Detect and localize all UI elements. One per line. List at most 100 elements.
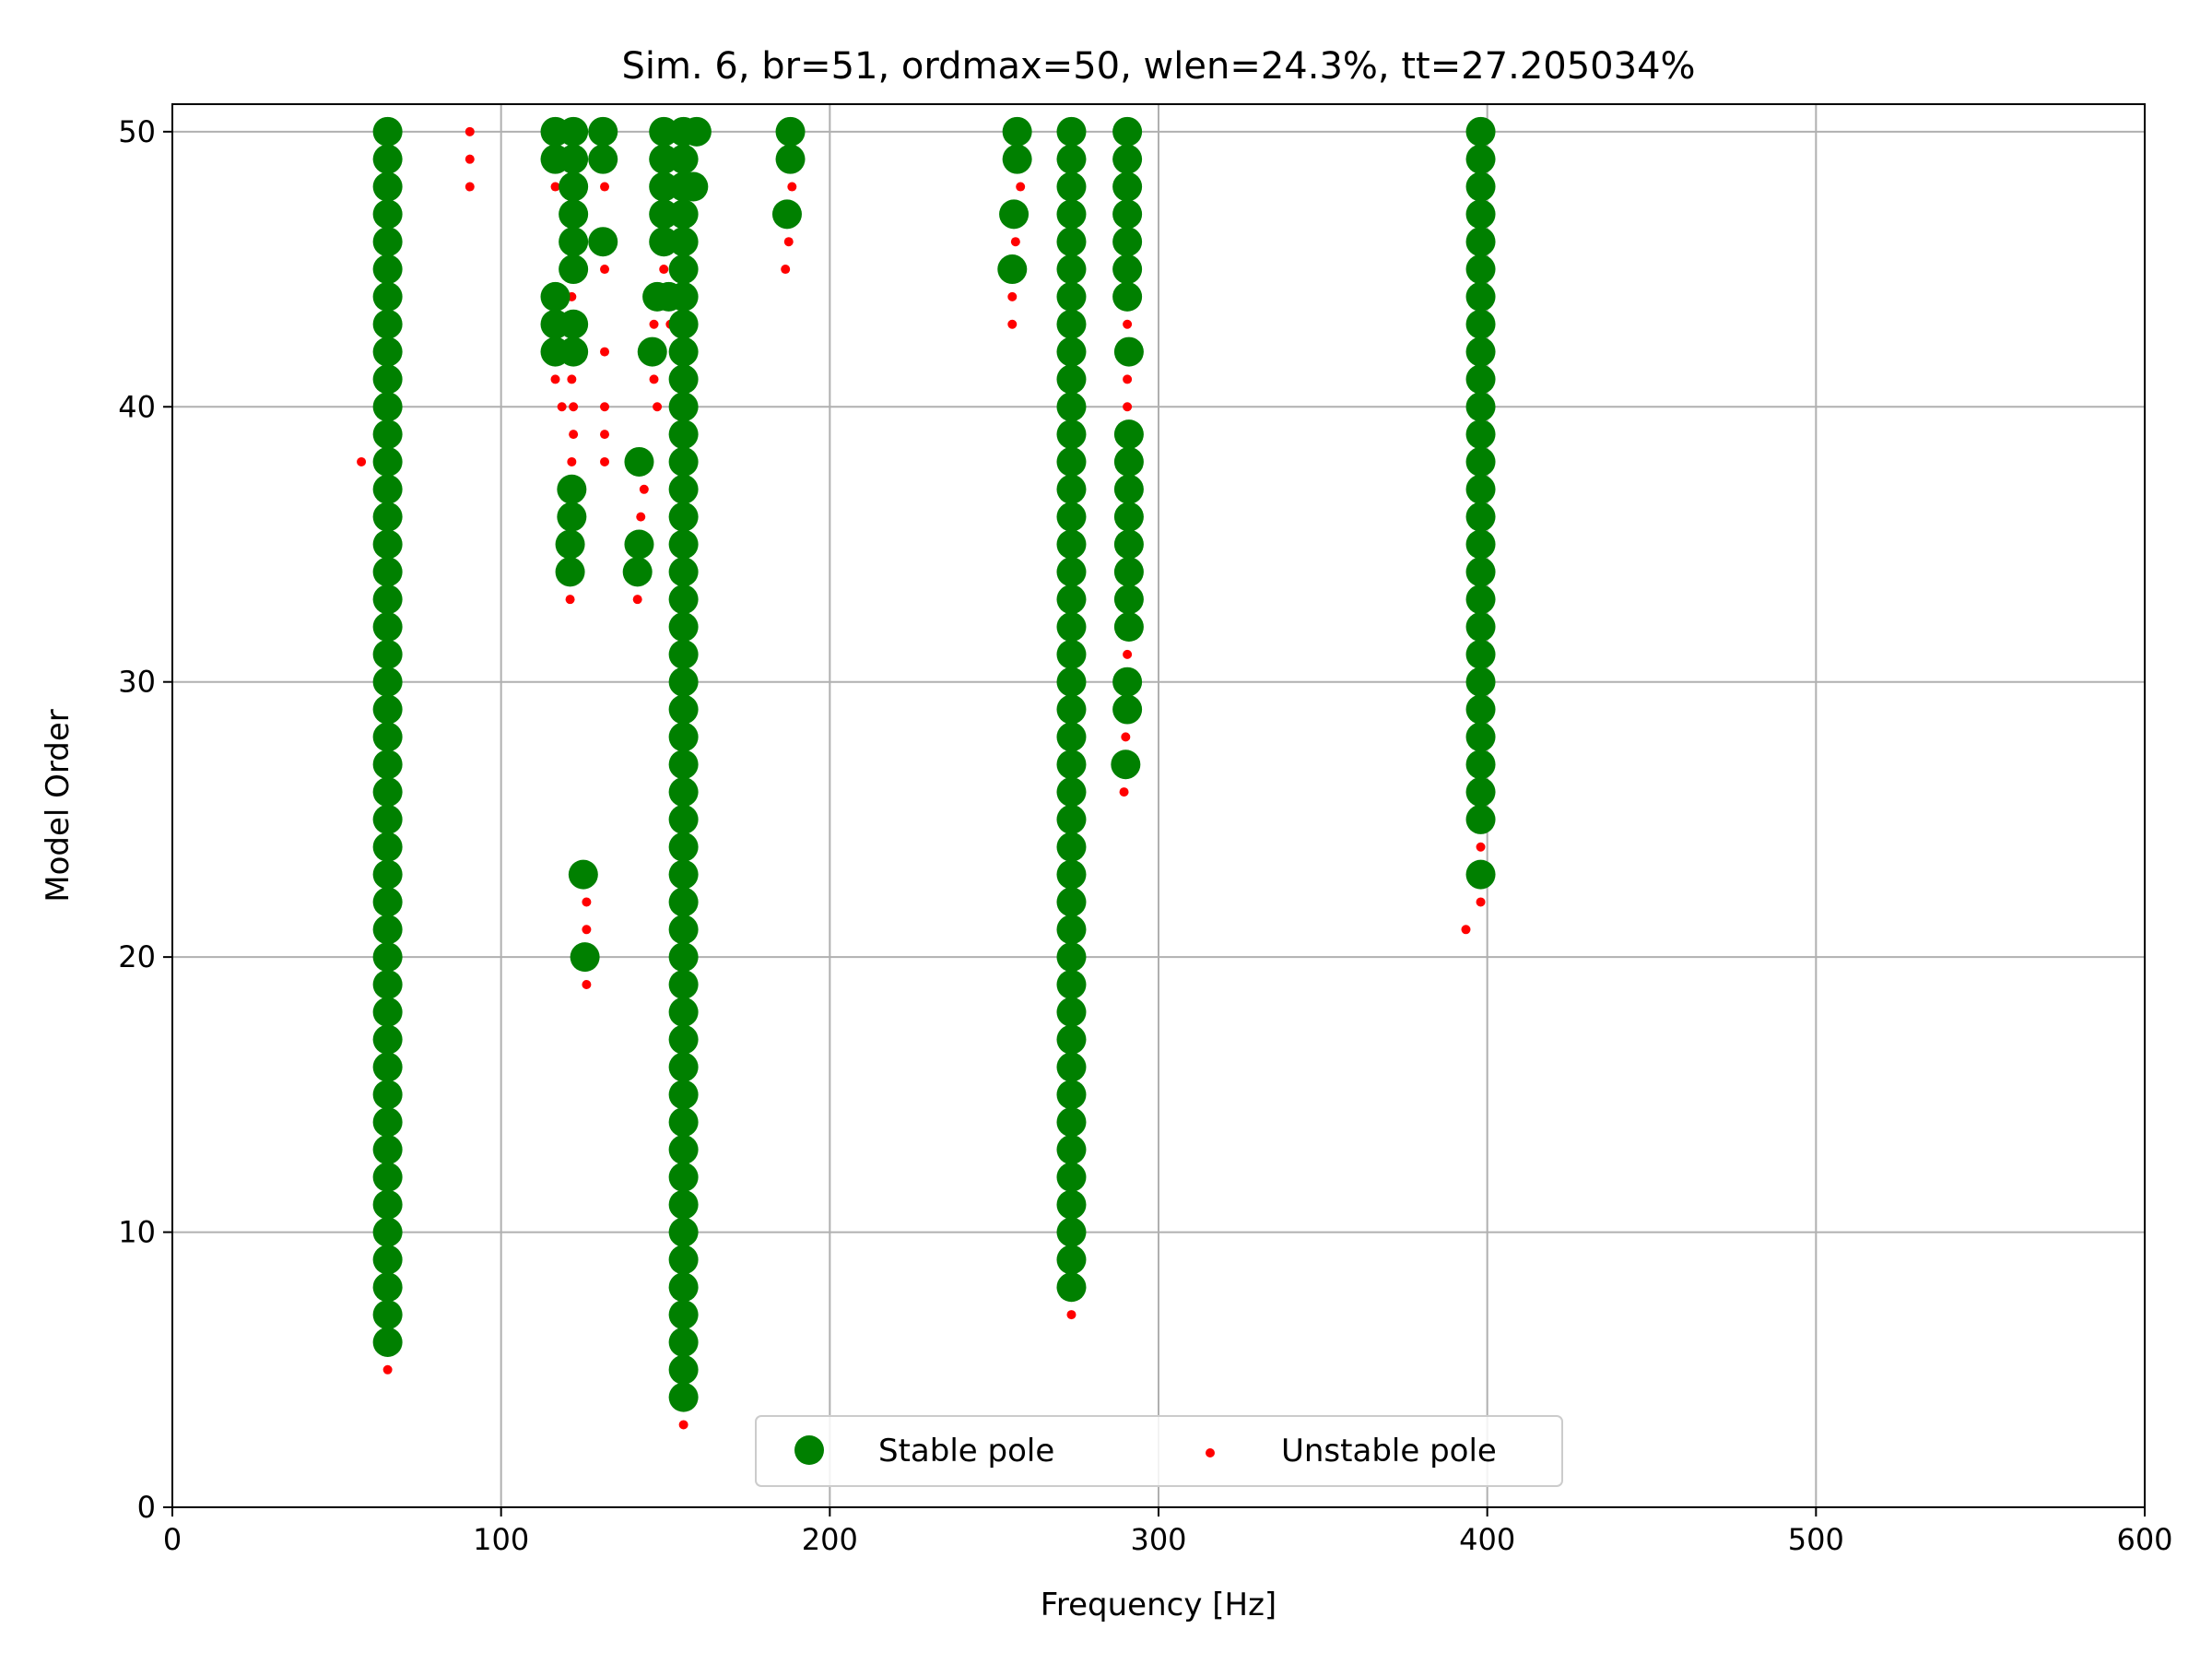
unstable-pole-point [569, 430, 579, 440]
stable-pole-point [1056, 612, 1087, 643]
stable-pole-point [1465, 584, 1496, 615]
stable-pole-point [1113, 446, 1144, 477]
stable-pole-point [559, 171, 589, 202]
stable-pole-point [372, 1189, 403, 1220]
y-tick-label: 40 [118, 389, 156, 424]
stable-pole-point [1113, 584, 1144, 615]
stable-pole-point [1056, 199, 1087, 230]
stable-pole-point [1465, 612, 1496, 643]
stable-pole-point [1465, 419, 1496, 450]
stable-pole-point [1056, 529, 1087, 560]
stable-pole-point [668, 1024, 699, 1055]
unstable-pole-point [567, 374, 577, 384]
stable-pole-point [1056, 336, 1087, 367]
stable-pole-point [1465, 639, 1496, 669]
stable-pole-point [1056, 694, 1087, 725]
stable-pole-point [555, 529, 585, 560]
stable-pole-point [372, 667, 403, 697]
stable-pole-point [372, 227, 403, 257]
stable-pole-point [1113, 474, 1144, 504]
stable-pole-point [588, 116, 618, 147]
unstable-pole-point [649, 374, 659, 384]
stable-pole-point [372, 309, 403, 339]
unstable-pole-point [1119, 787, 1129, 797]
stable-pole-point [1056, 1024, 1087, 1055]
stable-pole-point [668, 1107, 699, 1138]
stable-pole-point [1112, 199, 1143, 230]
unstable-pole-point [1123, 374, 1133, 384]
stable-pole-point [1465, 804, 1496, 834]
unstable-pole-point [1123, 649, 1133, 659]
unstable-pole-point [550, 374, 560, 384]
stable-pole-point [668, 364, 699, 395]
unstable-pole-point [582, 925, 592, 935]
stable-pole-point [668, 1052, 699, 1082]
unstable-pole-point [1461, 925, 1471, 935]
unstable-pole-point [1123, 402, 1133, 412]
stable-pole-point [1112, 144, 1143, 174]
stable-pole-point [559, 254, 589, 285]
stable-pole-point [1112, 171, 1143, 202]
unstable-pole-point [465, 182, 475, 192]
unstable-pole-point [567, 456, 577, 466]
unstable-pole-point [600, 402, 610, 412]
x-tick-label: 100 [473, 1522, 529, 1557]
stable-pole-point [1056, 446, 1087, 477]
stable-pole-point [1056, 144, 1087, 174]
stable-pole-point [1056, 1052, 1087, 1082]
stable-pole-point [668, 722, 699, 752]
stable-pole-point [1112, 281, 1143, 312]
stable-pole-point [1465, 529, 1496, 560]
stable-pole-point [1465, 254, 1496, 285]
x-tick-label: 300 [1130, 1522, 1186, 1557]
unstable-pole-point [1066, 1310, 1077, 1320]
stable-pole-point [1113, 419, 1144, 450]
unstable-pole-point [600, 430, 610, 440]
stable-pole-point [668, 942, 699, 973]
stable-pole-point [1113, 502, 1144, 532]
stable-pole-point [372, 749, 403, 780]
stable-pole-point [1056, 969, 1087, 999]
stable-pole-point [1002, 144, 1032, 174]
unstable-pole-point [550, 182, 560, 192]
stable-pole-point [1056, 419, 1087, 450]
stable-pole-point [372, 254, 403, 285]
y-tick-label: 20 [118, 939, 156, 974]
stable-pole-point [1056, 281, 1087, 312]
unstable-pole-point [649, 319, 659, 329]
stable-pole-point [1056, 832, 1087, 862]
stable-pole-point [668, 557, 699, 587]
stable-pole-point [668, 612, 699, 643]
stable-pole-point [1056, 722, 1087, 752]
unstable-pole-point [565, 595, 575, 605]
stable-pole-point [372, 1052, 403, 1082]
stable-pole-point [668, 777, 699, 808]
legend-stable-label: Stable pole [878, 1433, 1054, 1469]
stable-pole-point [668, 1327, 699, 1357]
stable-pole-point [668, 144, 699, 174]
y-axis-label: Model Order [40, 709, 76, 903]
unstable-pole-point [465, 126, 475, 136]
unstable-pole-point [632, 595, 642, 605]
stable-pole-point [372, 915, 403, 945]
stable-pole-point [557, 502, 587, 532]
unstable-pole-point [1123, 319, 1133, 329]
stable-pole-point [1465, 694, 1496, 725]
stable-pole-point [624, 446, 654, 477]
stable-pole-point [668, 281, 699, 312]
unstable-pole-point [1121, 732, 1131, 742]
stable-pole-point [1056, 227, 1087, 257]
legend-unstable-label: Unstable pole [1281, 1433, 1497, 1469]
stable-pole-point [1465, 144, 1496, 174]
unstable-pole-point [569, 402, 579, 412]
stable-pole-point [372, 281, 403, 312]
stable-pole-point [372, 832, 403, 862]
stable-pole-point [372, 199, 403, 230]
stable-pole-point [1056, 915, 1087, 945]
stable-pole-point [372, 804, 403, 834]
stable-pole-point [1056, 392, 1087, 422]
unstable-pole-point [600, 456, 610, 466]
stable-pole-point [372, 364, 403, 395]
stable-pole-point [681, 116, 712, 147]
stable-pole-point [372, 529, 403, 560]
